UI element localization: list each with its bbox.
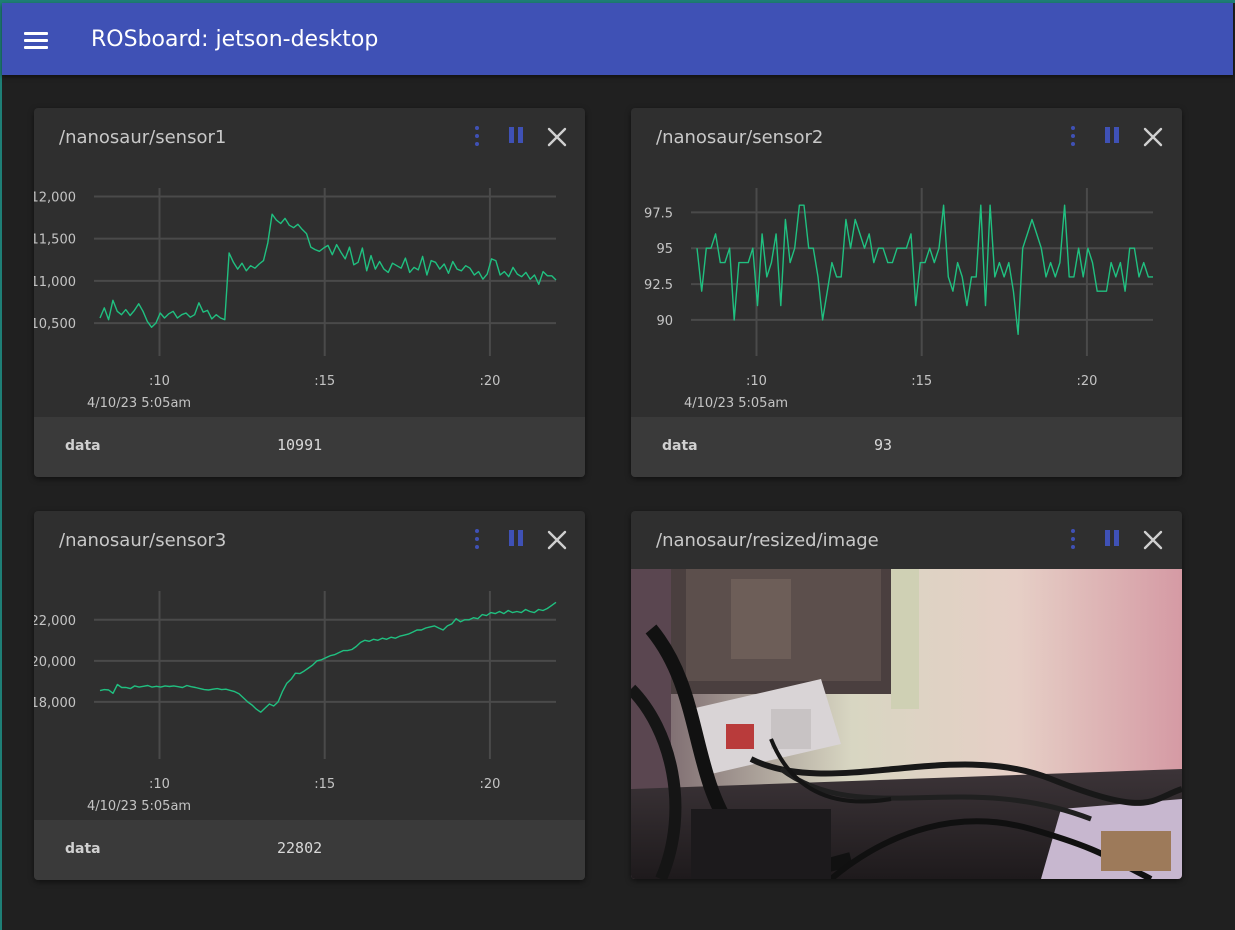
hamburger-icon[interactable]	[24, 32, 50, 50]
y-tick-label: 90	[656, 314, 673, 329]
x-tick-label: :10	[746, 374, 767, 389]
window-edge	[0, 0, 2, 930]
pause-icon[interactable]	[1104, 125, 1122, 145]
line-chart: 10,500 11,000 11,500 12,000 :10 :15 :20 4/10/23…	[34, 188, 557, 411]
close-icon[interactable]	[546, 529, 568, 551]
y-tick-label: 18,000	[34, 696, 76, 711]
close-icon[interactable]	[546, 126, 568, 148]
pause-icon[interactable]	[508, 125, 526, 145]
field-key: data	[65, 841, 101, 857]
more-vert-icon[interactable]	[1069, 529, 1077, 551]
pause-icon[interactable]	[508, 528, 526, 548]
card-title: /nanosaur/sensor3	[59, 530, 227, 551]
date-label: 4/10/23 5:05am	[87, 799, 191, 814]
topic-card-sensor1: /nanosaur/sensor1 10,500 11,000 11,500 12,0…	[34, 108, 585, 477]
x-tick-label: :15	[314, 374, 335, 389]
line-chart: 18,000 20,000 22,000 :10 :15 :20 4/10/23 5:05a…	[34, 591, 557, 814]
date-label: 4/10/23 5:05am	[684, 396, 788, 411]
card-title: /nanosaur/sensor2	[656, 127, 824, 148]
field-key: data	[65, 438, 101, 454]
data-field-row: data 22802	[34, 820, 585, 880]
y-tick-label: 22,000	[34, 614, 76, 629]
y-tick-label: 10,500	[34, 317, 76, 332]
field-value: 10991	[277, 436, 323, 454]
x-tick-label: :20	[479, 374, 500, 389]
y-tick-label: 20,000	[34, 655, 76, 670]
more-vert-icon[interactable]	[1069, 126, 1077, 148]
close-icon[interactable]	[1142, 126, 1164, 148]
y-tick-label: 11,000	[34, 275, 76, 290]
more-vert-icon[interactable]	[473, 126, 481, 148]
topic-card-sensor2: /nanosaur/sensor2 90 92.5 95 97.5 :10 :15 :20 4…	[631, 108, 1182, 477]
card-title: /nanosaur/sensor1	[59, 127, 227, 148]
x-tick-label: :20	[479, 777, 500, 792]
series-line	[99, 213, 557, 329]
x-tick-label: :15	[911, 374, 932, 389]
data-field-row: data 10991	[34, 417, 585, 477]
date-label: 4/10/23 5:05am	[87, 396, 191, 411]
series-line	[696, 204, 1153, 336]
series-line	[99, 601, 557, 713]
x-tick-label: :10	[149, 374, 170, 389]
x-tick-label: :20	[1076, 374, 1097, 389]
y-tick-label: 92.5	[644, 278, 673, 293]
data-field-row: data 93	[631, 417, 1182, 477]
app-title: ROSboard: jetson-desktop	[91, 27, 379, 52]
top-app-bar: ROSboard: jetson-desktop	[2, 3, 1233, 75]
topic-card-sensor3: /nanosaur/sensor3 18,000 20,000 22,000 :10:…	[34, 511, 585, 880]
line-chart: 90 92.5 95 97.5 :10 :15 :20 4/10/23 5:05am	[644, 188, 1153, 411]
pause-icon[interactable]	[1104, 528, 1122, 548]
field-value: 22802	[277, 839, 323, 857]
x-tick-label: :10	[149, 777, 170, 792]
camera-image	[631, 569, 1182, 879]
field-value: 93	[874, 436, 893, 454]
topic-card-image: /nanosaur/resized/image	[631, 511, 1182, 879]
card-title: /nanosaur/resized/image	[656, 530, 879, 551]
y-tick-label: 11,500	[34, 233, 76, 248]
x-tick-label: :15	[314, 777, 335, 792]
close-icon[interactable]	[1142, 529, 1164, 551]
y-tick-label: 97.5	[644, 206, 673, 221]
field-key: data	[662, 438, 698, 454]
more-vert-icon[interactable]	[473, 529, 481, 551]
y-tick-label: 95	[656, 242, 673, 257]
window-top-edge	[0, 0, 1235, 3]
y-tick-label: 12,000	[34, 190, 76, 205]
